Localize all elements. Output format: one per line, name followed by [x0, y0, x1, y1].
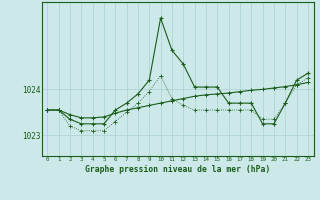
X-axis label: Graphe pression niveau de la mer (hPa): Graphe pression niveau de la mer (hPa) — [85, 165, 270, 174]
